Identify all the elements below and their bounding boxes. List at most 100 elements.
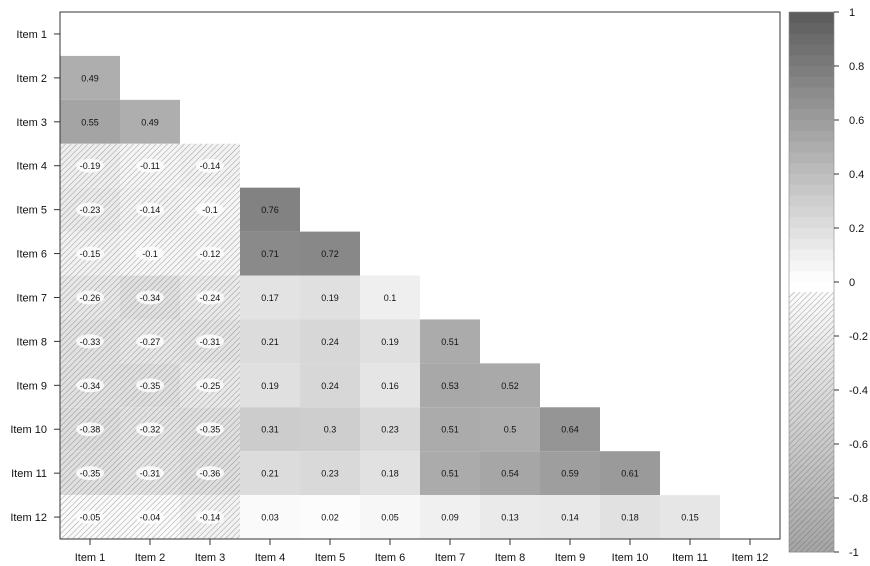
cell-7-3: -0.24 (180, 275, 240, 320)
cell-6-3: -0.12 (180, 231, 240, 276)
cell-12-6: 0.05 (360, 495, 420, 540)
cell-value-label: 0.5 (504, 425, 517, 435)
cell-label-bg (76, 466, 104, 481)
colorbar-pos-band (789, 109, 834, 121)
cell-label-bg (196, 202, 224, 217)
cell-value-label: -0.14 (200, 161, 221, 171)
colorbar-pos-band (789, 66, 834, 78)
colorbar-pos-band (789, 174, 834, 186)
cell-label-bg (196, 422, 224, 437)
cell-value-label: 0.24 (321, 381, 339, 391)
cell-value-label: -0.1 (142, 249, 158, 259)
colorbar-pos-band (789, 76, 834, 89)
colorbar-tick-label: 0.2 (849, 223, 864, 235)
y-tick-label: Item 3 (16, 117, 47, 129)
x-tick-label: Item 9 (555, 552, 586, 564)
cell-10-1: -0.38 (60, 407, 120, 452)
cell-11-1: -0.35 (60, 451, 120, 496)
cell-value-label: 0.13 (501, 513, 519, 523)
cell-value-label: 0.09 (441, 513, 459, 523)
x-tick-label: Item 1 (75, 552, 106, 564)
x-tick-label: Item 10 (612, 552, 649, 564)
cell-value-label: -0.25 (200, 381, 221, 391)
cell-fill (600, 451, 660, 496)
cell-value-label: -0.1 (202, 205, 218, 215)
cell-value-label: -0.31 (140, 469, 161, 479)
cell-8-2: -0.27 (120, 319, 180, 364)
cell-fill (300, 407, 360, 452)
cell-fill (360, 407, 420, 452)
cell-label-bg (136, 510, 164, 525)
cell-10-9: 0.64 (540, 407, 600, 452)
cell-9-3: -0.25 (180, 363, 240, 408)
x-tick-label: Item 7 (435, 552, 466, 564)
cell-value-label: -0.35 (140, 381, 161, 391)
cell-label-bg (136, 334, 164, 349)
x-tick-label: Item 3 (195, 552, 226, 564)
colorbar-pos-band (789, 152, 834, 164)
colorbar-pos-band (789, 130, 834, 143)
cell-fill (300, 231, 360, 276)
cell-fill (240, 451, 300, 496)
colorbar-pos-band (789, 44, 834, 56)
cell-label-bg (136, 202, 164, 217)
cell-label-bg (136, 466, 164, 481)
cell-label-bg (136, 158, 164, 173)
colorbar-tick-label: -0.2 (849, 331, 868, 343)
cell-value-label: 0.1 (384, 293, 397, 303)
colorbar: 1 0.8 0.6 0.4 0.2 0 -0.2 -0.4 -0.6 -0.8 -1 (788, 7, 868, 559)
x-tick-label: Item 2 (135, 552, 166, 564)
cell-value-label: -0.12 (200, 249, 221, 259)
cell-8-3: -0.31 (180, 319, 240, 364)
cell-value-label: -0.05 (80, 513, 101, 523)
cell-4-3: -0.14 (180, 143, 240, 188)
cell-label-bg (76, 290, 104, 305)
colorbar-pos-band (789, 98, 834, 110)
cell-6-4: 0.71 (240, 231, 300, 276)
cell-label-bg (196, 290, 224, 305)
cell-value-label: 0.21 (261, 469, 279, 479)
cell-value-label: 0.49 (81, 73, 99, 83)
cell-9-8: 0.52 (480, 363, 540, 408)
cell-value-label: -0.34 (80, 381, 101, 391)
cell-7-6: 0.1 (360, 275, 420, 320)
cell-fill (360, 451, 420, 496)
x-tick-label: Item 8 (495, 552, 526, 564)
heatmap-cells: 0.49 0.55 0.49 -0.19 -0.11 -0.14 -0.23 -0.14 -0.… (60, 55, 720, 540)
colorbar-tick-label: -0.4 (849, 385, 868, 397)
cell-10-4: 0.31 (240, 407, 300, 452)
cell-12-9: 0.14 (540, 495, 600, 540)
cell-value-label: 0.23 (321, 469, 339, 479)
cell-fill (240, 363, 300, 408)
cell-value-label: 0.02 (321, 513, 339, 523)
colorbar-pos-band (789, 195, 834, 207)
cell-fill (240, 407, 300, 452)
cell-value-label: 0.53 (441, 381, 459, 391)
y-tick-label: Item 12 (10, 512, 47, 524)
cell-value-label: 0.49 (141, 117, 159, 127)
cell-12-5: 0.02 (300, 495, 360, 540)
x-tick-label: Item 4 (255, 552, 286, 564)
cell-11-10: 0.61 (600, 451, 660, 496)
cell-value-label: 0.18 (621, 513, 639, 523)
cell-value-label: 0.51 (441, 425, 459, 435)
cell-value-label: 0.18 (381, 469, 399, 479)
cell-10-5: 0.3 (300, 407, 360, 452)
cell-9-4: 0.19 (240, 363, 300, 408)
y-tick-label: Item 7 (16, 292, 47, 304)
cell-3-1: 0.55 (60, 99, 120, 144)
cell-11-8: 0.54 (480, 451, 540, 496)
cell-fill (480, 495, 540, 540)
cell-10-3: -0.35 (180, 407, 240, 452)
cell-fill (420, 363, 480, 408)
cell-value-label: 0.14 (561, 513, 579, 523)
cell-value-label: 0.03 (261, 513, 279, 523)
cell-11-7: 0.51 (420, 451, 480, 496)
cell-value-label: 0.55 (81, 117, 99, 127)
row-labels: Item 1 Item 2 Item 3 Item 4 Item 5 Item 6 Item… (10, 29, 60, 524)
cell-label-bg (76, 158, 104, 173)
cell-fill (660, 495, 720, 540)
y-tick-label: Item 8 (16, 336, 47, 348)
cell-label-bg (76, 202, 104, 217)
cell-8-5: 0.24 (300, 319, 360, 364)
